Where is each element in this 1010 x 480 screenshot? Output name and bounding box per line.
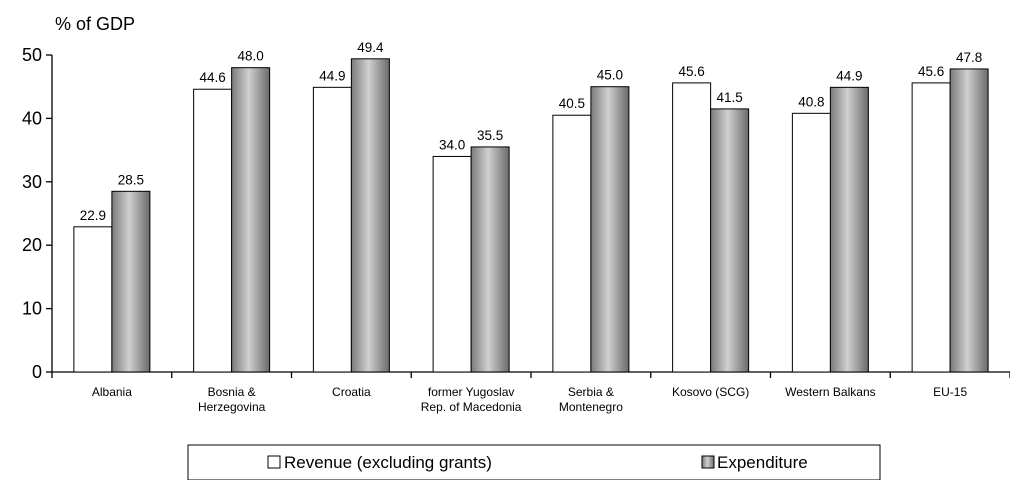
x-category-label: Kosovo (SCG) [672,385,749,399]
bar-revenue [193,88,233,373]
y-axis-label: % of GDP [55,14,135,34]
bar-expenditure [470,146,510,373]
data-label-expenditure: 35.5 [477,128,503,143]
bar-revenue [73,226,113,373]
data-label-expenditure: 28.5 [118,172,144,187]
y-tick-label: 10 [22,299,42,319]
bar-revenue [312,86,352,373]
bar-revenue [672,82,712,373]
data-label-revenue: 22.9 [80,208,106,223]
x-category-label: Albania [92,385,132,399]
y-tick-label: 0 [32,362,42,382]
legend-swatch-expenditure [701,455,715,469]
data-label-revenue: 45.6 [918,64,944,79]
data-label-expenditure: 41.5 [716,90,742,105]
data-label-revenue: 44.9 [319,68,345,83]
data-label-expenditure: 48.0 [237,49,263,64]
bar-revenue [791,112,831,373]
legend-box [187,444,881,480]
data-label-expenditure: 45.0 [597,68,623,83]
x-category-label: Herzegovina [198,400,266,414]
bar-expenditure [829,86,869,373]
data-label-expenditure: 47.8 [956,50,982,65]
y-tick-label: 30 [22,172,42,192]
bar-expenditure [350,58,390,373]
bar-expenditure [231,67,271,373]
data-label-revenue: 34.0 [439,137,465,152]
data-label-revenue: 45.6 [678,64,704,79]
x-category-label: Rep. of Macedonia [421,400,522,414]
bar-expenditure [111,190,151,373]
x-category-label: Montenegro [559,400,623,414]
legend-label-revenue: Revenue (excluding grants) [284,453,492,472]
y-tick-label: 50 [22,45,42,65]
bar-expenditure [590,86,630,373]
data-label-revenue: 40.5 [559,96,585,111]
x-category-label: Western Balkans [785,385,876,399]
data-label-revenue: 44.6 [199,70,225,85]
bar-revenue [432,155,472,373]
x-category-label: Croatia [332,385,371,399]
x-category-label: EU-15 [933,385,967,399]
x-category-label: Bosnia & [208,385,256,399]
data-label-expenditure: 44.9 [836,68,862,83]
legend: Revenue (excluding grants) Expenditure [187,444,881,480]
bar-revenue [552,114,592,373]
y-tick-label: 40 [22,108,42,128]
x-category-label: former Yugoslav [428,385,515,399]
plot-area: 0 10 20 30 40 50 22.9 28.5 Albania 44.6 48.0 Bosnia… [22,40,1010,414]
data-label-expenditure: 49.4 [357,40,384,55]
bar-revenue [911,82,951,373]
x-category-label: Serbia & [568,385,614,399]
legend-swatch-revenue [267,455,281,469]
legend-label-expenditure: Expenditure [717,453,808,472]
y-tick-label: 20 [22,235,42,255]
bar-expenditure [710,108,750,373]
data-label-revenue: 40.8 [798,94,824,109]
bar-expenditure [949,68,989,373]
